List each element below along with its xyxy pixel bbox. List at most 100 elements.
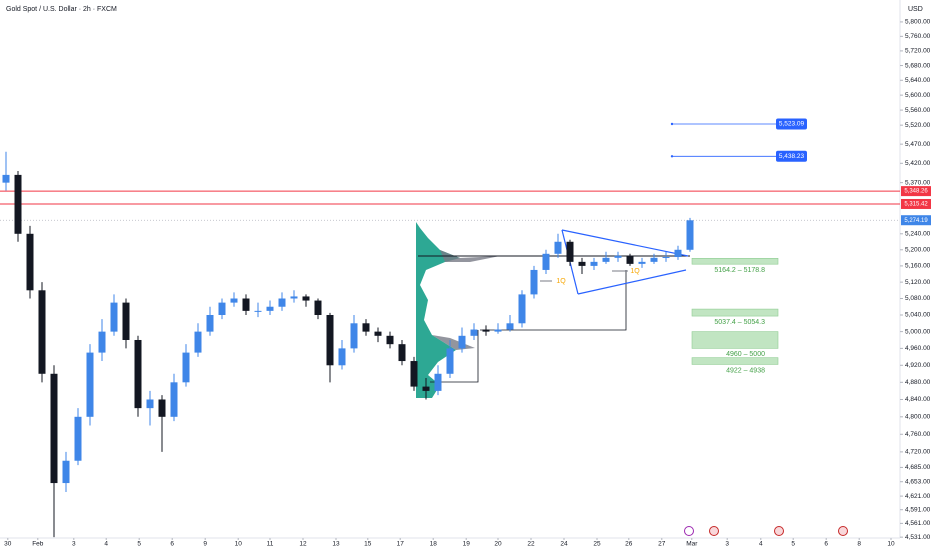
level-anchor (670, 155, 674, 158)
y-tick-label: 4,720.00 (905, 449, 931, 456)
candle (386, 331, 394, 349)
candle-body (482, 329, 490, 332)
y-tick-label: 5,160.00 (905, 263, 931, 270)
x-tick-label: 6 (170, 541, 174, 548)
candle (110, 294, 118, 336)
y-tick-label: 4,880.00 (905, 379, 931, 386)
candle (218, 298, 226, 320)
x-tick-label: 17 (397, 541, 405, 548)
x-tick-label: 5 (791, 541, 795, 548)
candle-body (662, 257, 670, 259)
candle (242, 294, 250, 315)
candle-body (446, 348, 454, 374)
candle (26, 225, 34, 299)
candle (14, 171, 22, 242)
x-tick-label: 12 (299, 541, 307, 548)
level-label: 5,348.26 (904, 189, 928, 195)
candle-body (350, 323, 358, 349)
candle-body (74, 416, 82, 461)
candle-body (62, 460, 70, 484)
y-tick-label: 5,080.00 (905, 295, 931, 302)
candle (38, 282, 46, 383)
y-tick-label: 5,000.00 (905, 328, 931, 335)
candle-body (506, 323, 514, 330)
candle (266, 300, 274, 315)
x-tick-label: 26 (625, 541, 633, 548)
candle (86, 344, 94, 426)
candle-body (542, 253, 550, 270)
candle (506, 314, 514, 332)
candle-body (50, 373, 58, 484)
y-tick-label: 5,240.00 (905, 231, 931, 238)
candle (2, 151, 10, 191)
x-tick-label: 18 (430, 541, 438, 548)
candle-body (470, 329, 478, 336)
candle (122, 298, 130, 349)
candle (470, 323, 478, 340)
x-tick-label: 3 (72, 541, 76, 548)
candle (206, 306, 214, 336)
y-tick-label: 4,800.00 (905, 414, 931, 421)
candle (194, 323, 202, 357)
y-tick-label: 5,600.00 (905, 92, 931, 99)
candle-body (182, 352, 190, 383)
candle-body (650, 257, 658, 262)
annotation: 1Q (556, 278, 566, 285)
x-tick-label: 6 (824, 541, 828, 548)
y-tick-label: 4,960.00 (905, 345, 931, 352)
candle (98, 319, 106, 362)
candle-body (338, 348, 346, 366)
zone (691, 258, 779, 265)
candle-body (566, 241, 574, 262)
x-tick-label: 27 (658, 541, 666, 548)
level-label: 5,274.19 (904, 218, 928, 224)
candle (434, 365, 442, 396)
candle (542, 249, 550, 274)
y-tick-label: 4,685.00 (905, 464, 931, 471)
level-label: 5,523.09 (779, 121, 805, 128)
x-tick-label: Feb (32, 541, 44, 548)
candle (146, 390, 154, 426)
level-badge (901, 215, 931, 226)
candle-body (602, 257, 610, 262)
candle (590, 257, 598, 270)
candle (686, 217, 694, 252)
candle (626, 253, 634, 266)
candle (674, 245, 682, 260)
candle-body (158, 399, 166, 417)
candle-body (434, 373, 442, 391)
candle (230, 292, 238, 307)
candle (482, 325, 490, 336)
zone (691, 357, 779, 365)
candle-body (458, 335, 466, 349)
candle-body (518, 294, 526, 324)
candle-body (302, 296, 310, 301)
y-tick-label: 5,120.00 (905, 279, 931, 286)
y-tick-label: 5,560.00 (905, 107, 931, 114)
candle (458, 327, 466, 353)
candle-body (2, 174, 10, 183)
candle-body (590, 261, 598, 266)
candle (254, 302, 262, 318)
candle (638, 257, 646, 268)
candle-body (386, 335, 394, 345)
candle (338, 339, 346, 370)
y-tick-label: 4,920.00 (905, 362, 931, 369)
candle (170, 373, 178, 422)
x-tick-label: 30 (4, 541, 12, 548)
candle (566, 239, 574, 266)
y-tick-label: 5,520.00 (905, 122, 931, 129)
candle (350, 314, 358, 353)
candle (662, 251, 670, 262)
candle-body (626, 255, 634, 264)
candle-body (494, 329, 502, 332)
y-tick-label: 5,420.00 (905, 160, 931, 167)
candle (62, 451, 70, 493)
chart-title: Gold Spot / U.S. Dollar · 2h · FXCM (6, 6, 117, 13)
y-tick-label: 5,370.00 (905, 179, 931, 186)
candle-body (170, 382, 178, 417)
y-tick-label: 5,720.00 (905, 48, 931, 55)
candle-body (134, 339, 142, 409)
